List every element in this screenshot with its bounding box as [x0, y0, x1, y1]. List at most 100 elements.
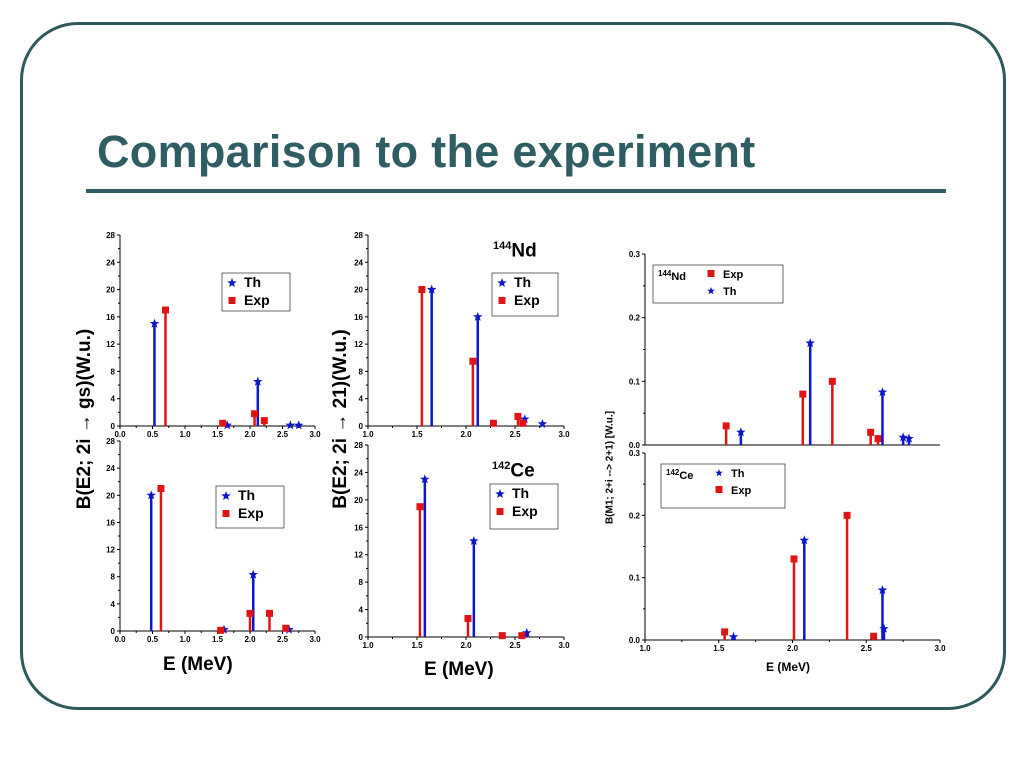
y-tick-label: 0 [359, 633, 364, 642]
y-tick-label: 0.2 [629, 314, 641, 323]
y-tick-label: 20 [354, 286, 363, 295]
th-star-marker [728, 631, 739, 641]
y-tick-label: 12 [354, 340, 363, 349]
y-tick-label: 4 [359, 606, 364, 615]
y-tick-label: 8 [359, 367, 364, 376]
x-tick-label: 1.5 [411, 430, 423, 439]
exp-square-marker [246, 609, 254, 617]
x-tick-label: 2.5 [509, 430, 521, 439]
y-tick-label: 16 [106, 518, 115, 527]
nucleus-label-nd: 144Nd [493, 240, 537, 262]
x-tick-label: 1.5 [411, 641, 423, 650]
th-star-marker [877, 585, 888, 595]
th-star-marker [253, 376, 263, 386]
th-star-marker [294, 420, 304, 430]
x-tick-label: 0.0 [114, 635, 126, 644]
nucleus-ce-symbol: Ce [510, 460, 535, 482]
th-star-marker [877, 387, 888, 397]
y-tick-label: 16 [354, 523, 363, 532]
mid-x-axis-label: E (MeV) [424, 659, 494, 680]
x-tick-label: 3.0 [558, 430, 570, 439]
legend-exp-label: Exp [244, 292, 270, 308]
chart-mid-top: 0 4 8 12 16 20 24 28 1.0 1.5 2.0 2.5 3.0 Th Exp [354, 231, 570, 439]
x-tick-label: 3.0 [558, 641, 570, 650]
y-tick-label: 12 [354, 551, 363, 560]
y-tick-label: 0.3 [629, 250, 641, 259]
exp-square-marker [266, 609, 273, 617]
x-tick-label: 0.0 [114, 430, 126, 439]
legend-exp-marker [707, 270, 715, 277]
exp-square-marker [217, 626, 225, 634]
y-tick-label: 28 [106, 437, 115, 446]
y-tick-label: 28 [354, 231, 363, 240]
th-star-marker [520, 414, 530, 424]
exp-square-marker [219, 419, 227, 427]
y-tick-label: 0 [111, 422, 116, 431]
x-tick-label: 3.0 [309, 635, 321, 644]
legend-exp-marker [498, 297, 506, 304]
x-tick-label: 1.0 [639, 644, 651, 653]
nucleus-nd-mass: 144 [493, 240, 512, 252]
nucleus-nd-symbol: Nd [511, 240, 537, 262]
legend-exp-label: Exp [238, 505, 264, 521]
exp-square-marker [157, 485, 165, 492]
x-tick-label: 1.5 [212, 430, 224, 439]
chart-right-bottom: 0.0 0.1 0.2 0.3 1.0 1.5 2.0 2.5 3.0 142Ce Th Exp [629, 449, 946, 653]
exp-square-marker [721, 628, 729, 636]
th-star-marker [426, 284, 437, 294]
title-rule [86, 189, 946, 193]
x-tick-label: 3.0 [934, 644, 946, 653]
th-star-marker [222, 420, 232, 430]
exp-square-marker [282, 624, 290, 632]
legend-box [660, 463, 786, 509]
exp-square-marker [251, 410, 259, 418]
legend-th-marker [221, 491, 231, 500]
exp-square-marker [489, 419, 497, 427]
exp-square-marker [162, 306, 169, 314]
right-y-axis-label: B(M1; 2+i --> 2+1) [W.u.] [604, 410, 616, 525]
y-tick-label: 12 [106, 340, 115, 349]
x-tick-label: 2.5 [277, 430, 289, 439]
y-tick-label: 0.1 [629, 377, 641, 386]
left-y-axis-label: B(E2; 2i → gs)(W.u.) [74, 328, 95, 510]
chart-left-top: 0 4 8 12 16 20 24 28 0.0 0.5 1.0 1.5 2.0 2.5 3.0 Th Exp [106, 231, 321, 439]
legend-th-marker [707, 287, 715, 295]
y-tick-label: 24 [354, 468, 363, 477]
right-x-axis-label: E (MeV) [766, 660, 811, 674]
y-tick-label: 0 [359, 422, 364, 431]
legend-th-label: Th [244, 274, 261, 290]
y-tick-label: 8 [111, 367, 116, 376]
legend-th-label: Th [238, 487, 255, 503]
nucleus-label-ce: 142Ce [492, 460, 535, 482]
y-tick-label: 4 [111, 395, 116, 404]
y-tick-label: 20 [106, 286, 115, 295]
th-star-marker [799, 535, 810, 545]
legend-exp-marker [496, 508, 504, 515]
th-star-marker [149, 318, 160, 328]
exp-square-marker [870, 632, 878, 640]
exp-square-marker [260, 417, 268, 425]
exp-square-marker [469, 357, 477, 365]
slide-title: Comparison to the experiment [97, 126, 756, 177]
legend-exp-label: Exp [512, 503, 538, 519]
x-tick-label: 1.0 [179, 635, 191, 644]
th-star-marker [537, 419, 548, 428]
exp-square-marker [416, 503, 424, 511]
x-tick-label: 2.0 [244, 430, 256, 439]
chart-left-bottom: 0 4 8 12 16 20 24 28 0.0 0.5 1.0 1.5 2.0 2.5 3.0 Th Exp [106, 437, 321, 644]
y-tick-label: 0.1 [629, 574, 641, 583]
legend-th-label: Th [731, 468, 745, 480]
legend-th-label: Th [514, 274, 531, 290]
y-tick-label: 0 [111, 627, 116, 636]
x-tick-label: 0.5 [147, 635, 159, 644]
th-star-marker [420, 474, 430, 484]
y-tick-label: 4 [111, 600, 116, 609]
legend-box [215, 485, 285, 529]
nucleus-ce-mass: 142 [492, 460, 511, 472]
th-star-marker [522, 627, 532, 637]
legend-th-marker [497, 278, 507, 287]
legend-exp-marker [715, 486, 723, 493]
x-tick-label: 2.5 [861, 644, 873, 653]
th-star-marker [285, 420, 296, 430]
y-tick-label: 8 [111, 573, 116, 582]
